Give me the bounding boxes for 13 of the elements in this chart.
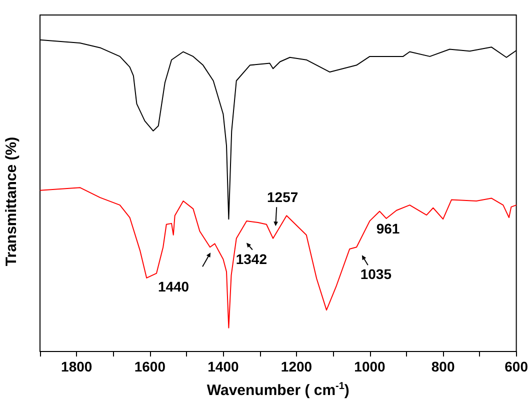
annotation: 1035	[360, 266, 392, 282]
x-tick-label: 1200	[280, 358, 312, 374]
x-tick-label: 1000	[354, 358, 386, 374]
annotation: 961	[376, 220, 400, 237]
x-tick-label: 600	[504, 358, 528, 374]
annotation: 1257	[267, 189, 298, 206]
x-tick-label: 1600	[134, 358, 166, 374]
annotation: 1440	[158, 278, 190, 295]
y-axis-title: Transmittance (%)	[3, 136, 20, 266]
annotation: 1342	[236, 250, 268, 267]
x-tick-label: 1400	[208, 358, 239, 374]
x-tick-label: 1800	[61, 358, 92, 374]
x-tick-label: 800	[431, 358, 455, 374]
